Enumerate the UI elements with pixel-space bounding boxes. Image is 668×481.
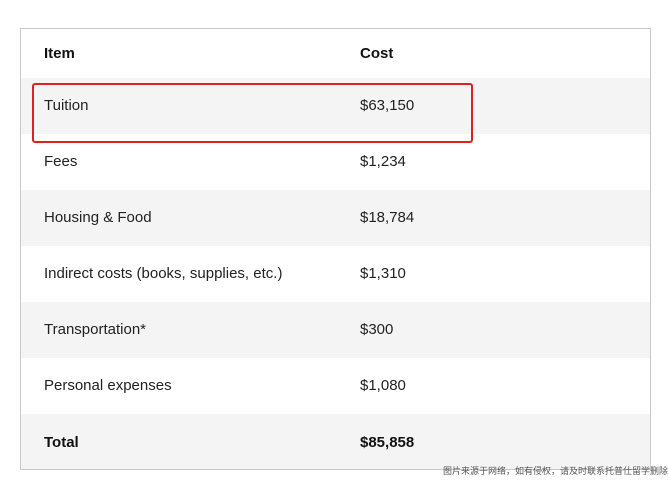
total-label: Total <box>44 433 79 451</box>
row-cost-value: $300 <box>360 321 394 338</box>
row-cost-value: $18,784 <box>360 209 415 226</box>
header-item: Item <box>44 44 75 62</box>
cost-table: Item Cost Tuition $63,150 Fees $1,234 Ho… <box>20 28 651 470</box>
table-total-row: Total $85,858 <box>21 414 650 469</box>
row-item-label: Transportation* <box>44 321 146 338</box>
row-cost-value: $63,150 <box>360 97 415 114</box>
table-header-row: Item Cost <box>21 29 650 78</box>
row-item-label: Indirect costs (books, supplies, etc.) <box>44 265 283 282</box>
row-cost-value: $1,080 <box>360 377 406 394</box>
table-row: Transportation* $300 <box>21 302 650 358</box>
table-row: Fees $1,234 <box>21 134 650 190</box>
table-row: Indirect costs (books, supplies, etc.) $… <box>21 246 650 302</box>
header-cost: Cost <box>360 44 394 62</box>
table-row: Housing & Food $18,784 <box>21 190 650 246</box>
total-value: $85,858 <box>360 433 415 451</box>
watermark-text: 图片来源于网络，如有侵权，请及时联系托普仕留学删除 <box>442 467 668 477</box>
table-row: Tuition $63,150 <box>21 78 650 134</box>
tuition-highlight-box <box>32 83 473 143</box>
row-cost-value: $1,310 <box>360 265 406 282</box>
table-row: Personal expenses $1,080 <box>21 358 650 414</box>
row-item-label: Housing & Food <box>44 209 152 226</box>
row-item-label: Fees <box>44 153 78 170</box>
row-item-label: Personal expenses <box>44 377 172 394</box>
row-item-label: Tuition <box>44 97 89 114</box>
row-cost-value: $1,234 <box>360 153 406 170</box>
